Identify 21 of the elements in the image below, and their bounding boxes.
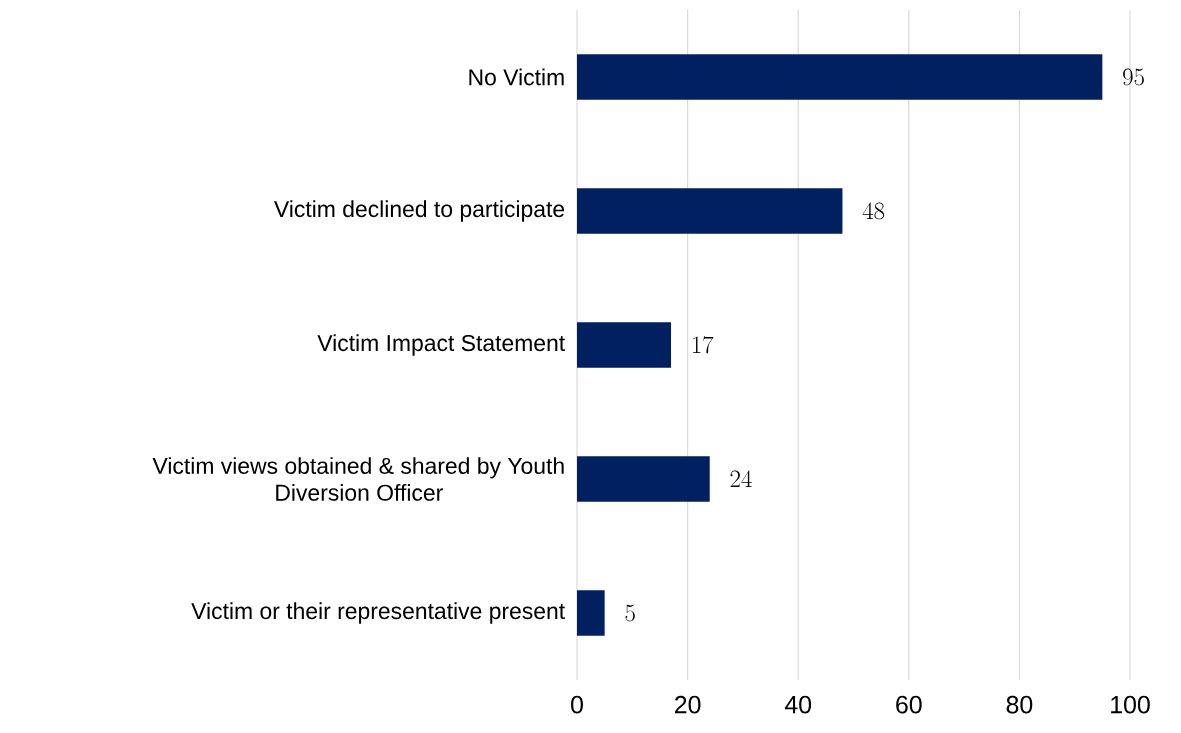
x-tick-label: 20 (675, 695, 701, 714)
y-tick-label: Victim declined to participate (274, 200, 565, 222)
data-label: 24 (730, 470, 752, 487)
x-tick-label: 40 (784, 695, 812, 714)
y-tick-label: Victim views obtained & shared by Youth Diversion Officer (152, 457, 564, 501)
bar (577, 322, 672, 368)
x-tick-label: 100 (1111, 695, 1150, 714)
data-label: 5 (625, 604, 635, 622)
data-label: 17 (693, 336, 714, 354)
bar (577, 188, 843, 234)
bar (577, 54, 1103, 100)
bar (577, 590, 605, 636)
x-tick-label: 0 (571, 695, 583, 714)
y-tick-label: Victim Impact Statement (317, 334, 565, 356)
x-tick-label: 80 (1006, 695, 1033, 714)
y-tick-label: No Victim (469, 68, 564, 86)
bar (577, 456, 710, 502)
data-label: 48 (862, 202, 885, 220)
x-tick-label: 60 (896, 695, 922, 714)
y-tick-label: Victim or their representative present (191, 602, 565, 624)
data-label: 95 (1123, 68, 1144, 86)
